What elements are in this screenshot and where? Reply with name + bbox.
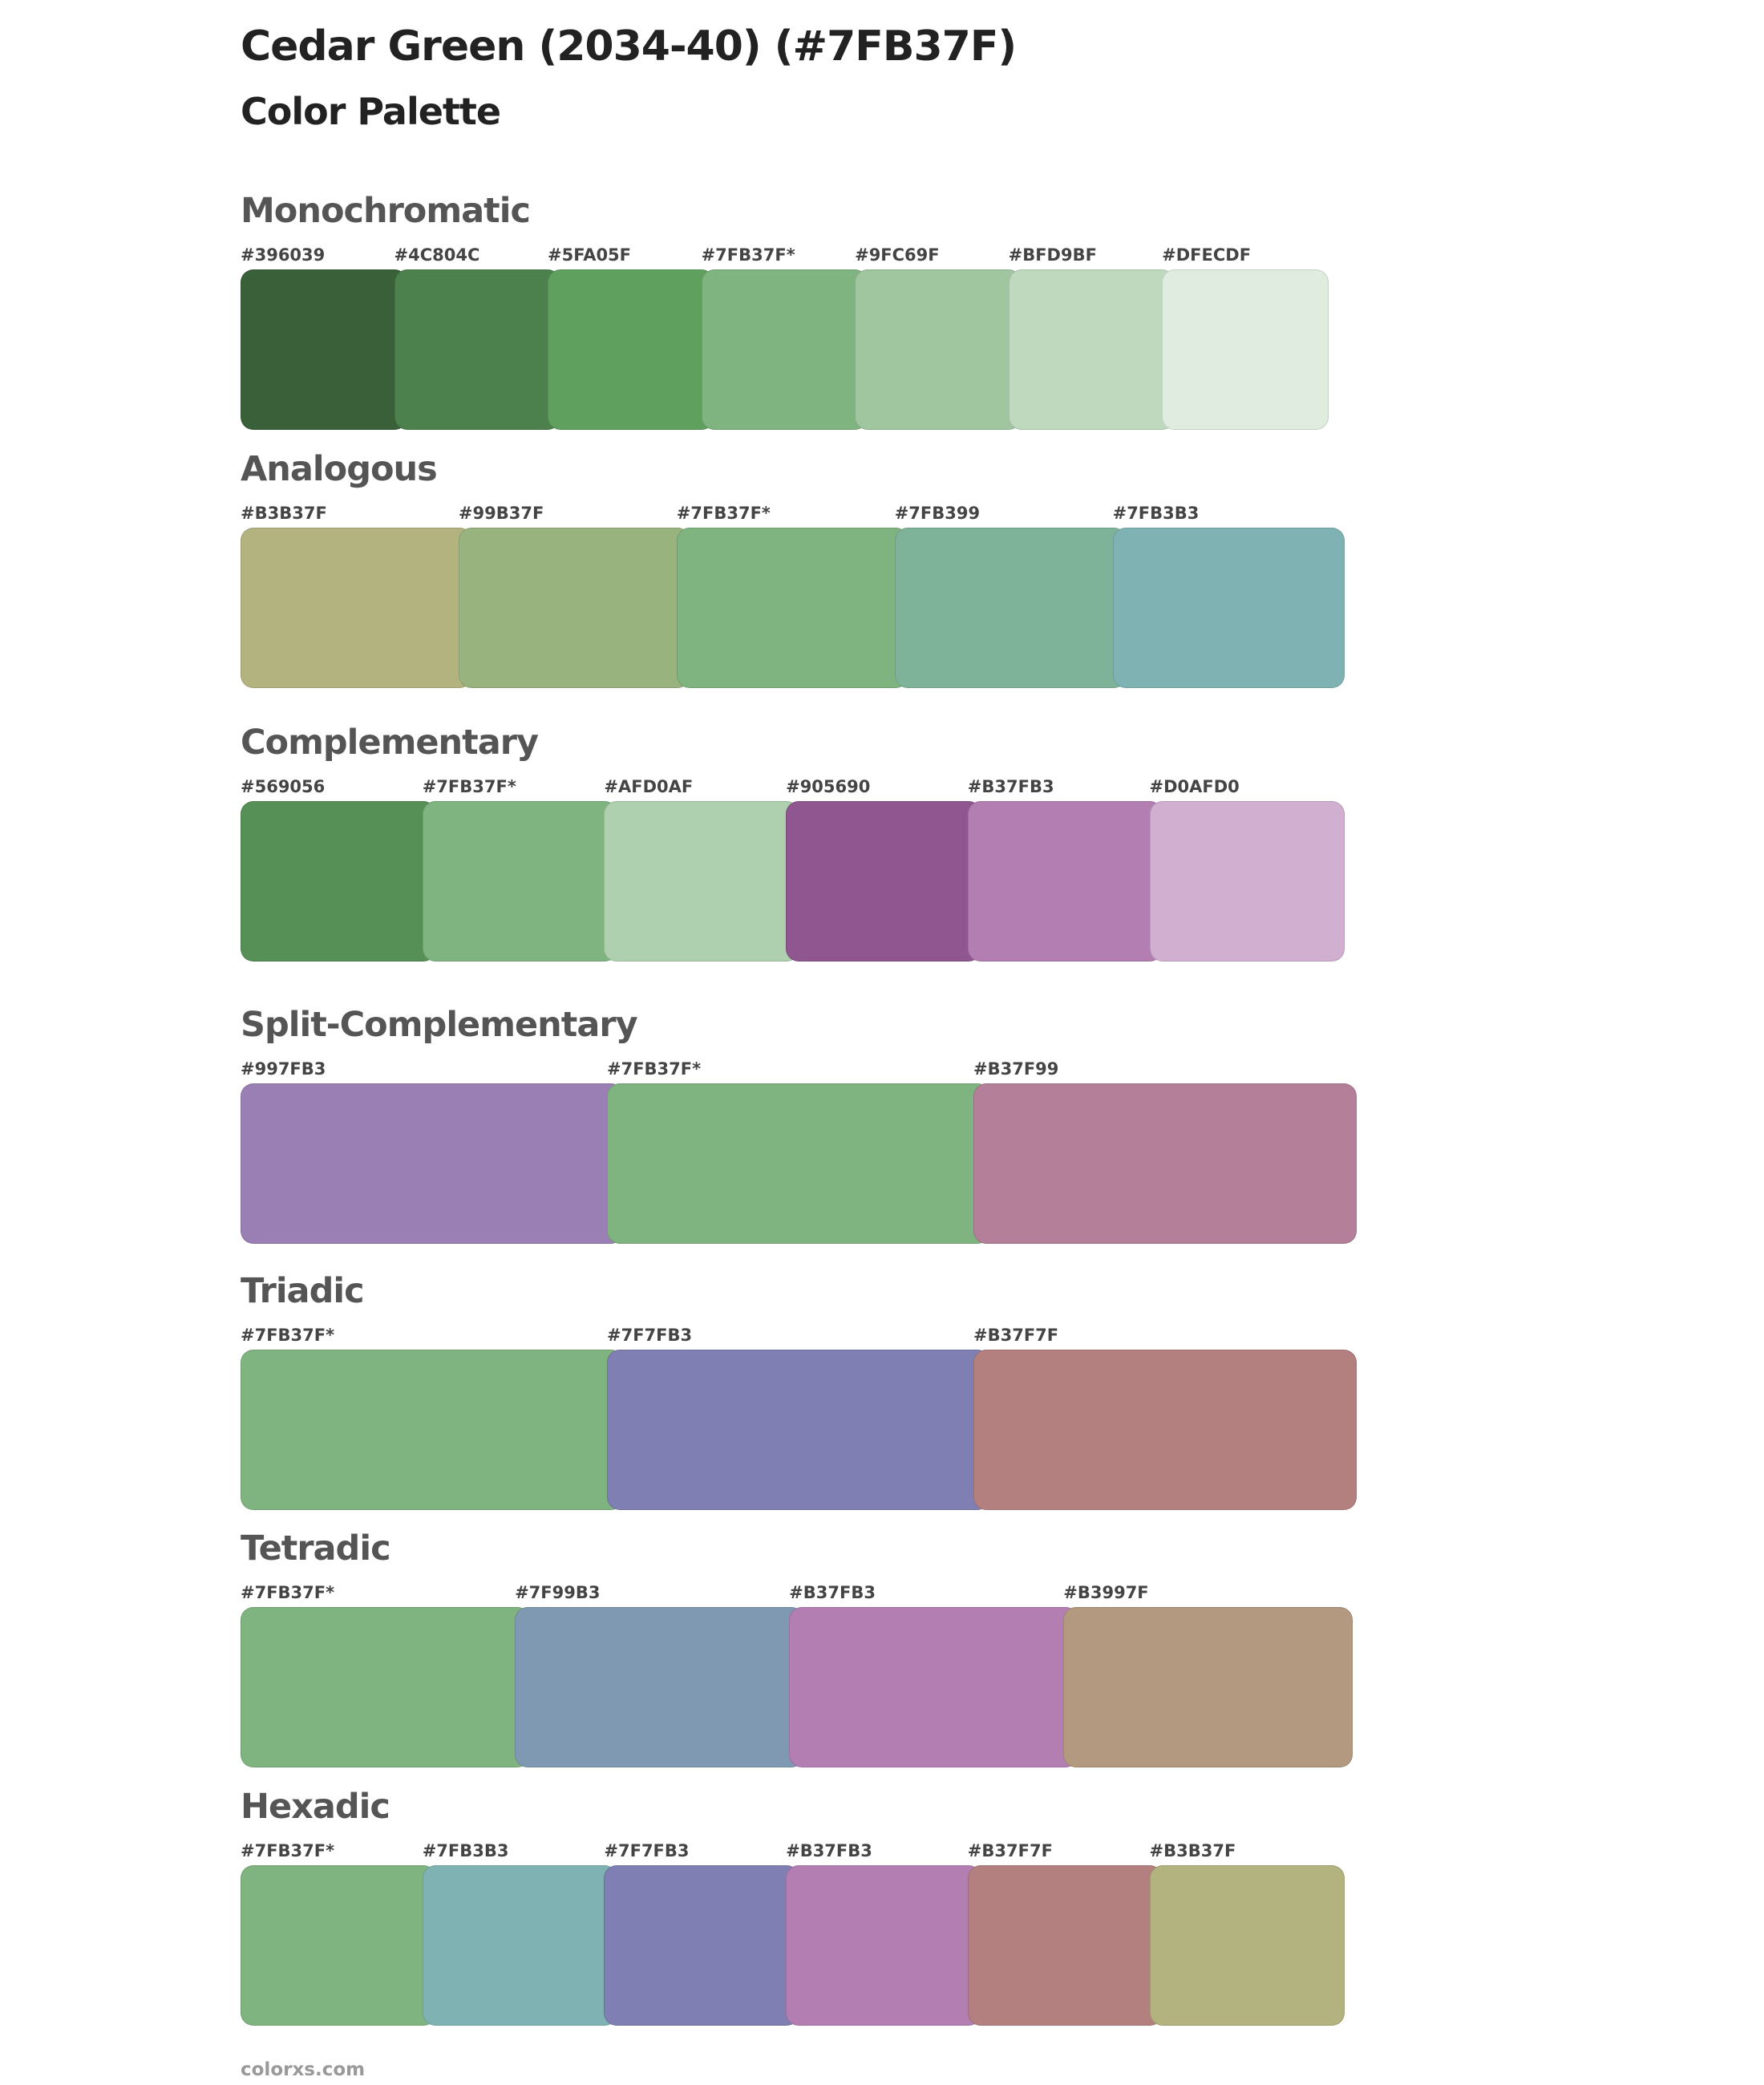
color-swatch[interactable] [786, 801, 981, 962]
swatch-hex-label: #7FB3B3 [422, 1841, 509, 1860]
color-swatch[interactable] [1008, 269, 1175, 430]
color-swatch[interactable] [894, 528, 1127, 688]
swatch-hex-label: #B37FB3 [967, 777, 1054, 796]
page-subtitle: Color Palette [241, 90, 501, 133]
swatch-hex-label: #B37F7F [973, 1326, 1059, 1345]
color-swatch[interactable] [1162, 269, 1329, 430]
color-swatch[interactable] [422, 801, 618, 962]
color-swatch[interactable] [241, 801, 436, 962]
color-swatch[interactable] [241, 1865, 436, 2026]
swatch-row: #569056 #7FB37F* #AFD0AF #905690 #B37FB3 #D0A… [241, 777, 1345, 978]
color-swatch[interactable] [855, 269, 1022, 430]
color-swatch[interactable] [973, 1350, 1357, 1510]
swatch-hex-label: #7FB3B3 [1112, 504, 1200, 523]
color-swatch[interactable] [548, 269, 714, 430]
swatch-hex-label: #DFECDF [1162, 245, 1252, 265]
swatch-hex-label: #7F7FB3 [607, 1326, 693, 1345]
swatch-hex-label: #B37FB3 [786, 1841, 872, 1860]
section-heading: Tetradic [241, 1528, 391, 1569]
color-swatch[interactable] [786, 1865, 981, 2026]
swatch-hex-label: #7FB37F* [701, 245, 795, 265]
swatch-hex-label: #7F99B3 [515, 1583, 601, 1602]
section-heading: Triadic [241, 1271, 365, 1311]
swatch-hex-label: #99B37F [458, 504, 544, 523]
swatch-hex-label: #7FB37F* [676, 504, 771, 523]
swatch-row: #7FB37F* #7F7FB3 #B37F7F [241, 1326, 1357, 1526]
color-swatch[interactable] [1149, 801, 1345, 962]
swatch-hex-label: #B3997F [1063, 1583, 1149, 1602]
swatch-hex-label: #7FB37F* [241, 1583, 335, 1602]
swatch-hex-label: #9FC69F [855, 245, 940, 265]
section-heading: Complementary [241, 723, 539, 763]
color-swatch[interactable] [394, 269, 561, 430]
swatch-hex-label: #396039 [241, 245, 326, 265]
section-heading: Split-Complementary [241, 1005, 638, 1045]
color-swatch[interactable] [1149, 1865, 1345, 2026]
swatch-row: #7FB37F* #7F99B3 #B37FB3 #B3997F [241, 1583, 1353, 1783]
color-swatch[interactable] [607, 1350, 990, 1510]
color-swatch[interactable] [458, 528, 691, 688]
color-swatch[interactable] [789, 1607, 1078, 1767]
color-swatch[interactable] [1063, 1607, 1353, 1767]
color-swatch[interactable] [241, 1607, 530, 1767]
color-swatch[interactable] [607, 1083, 990, 1244]
swatch-hex-label: #569056 [241, 777, 326, 796]
swatch-hex-label: #B37F99 [973, 1059, 1059, 1079]
swatch-hex-label: #5FA05F [548, 245, 632, 265]
color-swatch[interactable] [973, 1083, 1357, 1244]
swatch-hex-label: #7FB399 [894, 504, 981, 523]
section-heading: Monochromatic [241, 191, 531, 231]
color-swatch[interactable] [241, 269, 407, 430]
color-swatch[interactable] [241, 1083, 624, 1244]
swatch-hex-label: #7FB37F* [422, 777, 516, 796]
footer-site-link[interactable]: colorxs.com [241, 2059, 366, 2080]
color-swatch[interactable] [422, 1865, 618, 2026]
swatch-hex-label: #7F7FB3 [604, 1841, 690, 1860]
swatch-hex-label: #BFD9BF [1008, 245, 1097, 265]
swatch-hex-label: #4C804C [394, 245, 480, 265]
swatch-row: #B3B37F #99B37F #7FB37F* #7FB399 #7FB3B3 [241, 504, 1345, 704]
section-heading: Analogous [241, 449, 438, 489]
color-swatch[interactable] [1112, 528, 1345, 688]
color-swatch[interactable] [241, 1350, 624, 1510]
section-heading: Hexadic [241, 1787, 390, 1827]
swatch-row: #7FB37F* #7FB3B3 #7F7FB3 #B37FB3 #B37F7F #B3B… [241, 1841, 1345, 2042]
swatch-hex-label: #7FB37F* [241, 1841, 335, 1860]
page-title: Cedar Green (2034-40) (#7FB37F) [241, 22, 1017, 71]
color-swatch[interactable] [676, 528, 909, 688]
color-swatch[interactable] [604, 1865, 799, 2026]
swatch-hex-label: #B3B37F [1149, 1841, 1236, 1860]
swatch-hex-label: #D0AFD0 [1149, 777, 1240, 796]
swatch-hex-label: #997FB3 [241, 1059, 326, 1079]
swatch-hex-label: #B3B37F [241, 504, 327, 523]
swatch-hex-label: #905690 [786, 777, 871, 796]
swatch-row: #396039 #4C804C #5FA05F #7FB37F* #9FC69F #BFD… [241, 245, 1329, 446]
swatch-hex-label: #7FB37F* [241, 1326, 335, 1345]
swatch-hex-label: #B37FB3 [789, 1583, 876, 1602]
color-swatch[interactable] [701, 269, 868, 430]
swatch-hex-label: #AFD0AF [604, 777, 694, 796]
color-swatch[interactable] [515, 1607, 804, 1767]
color-swatch[interactable] [967, 1865, 1163, 2026]
swatch-hex-label: #7FB37F* [607, 1059, 702, 1079]
color-swatch[interactable] [967, 801, 1163, 962]
swatch-hex-label: #B37F7F [967, 1841, 1053, 1860]
color-swatch[interactable] [604, 801, 799, 962]
swatch-row: #997FB3 #7FB37F* #B37F99 [241, 1059, 1357, 1260]
color-swatch[interactable] [241, 528, 473, 688]
